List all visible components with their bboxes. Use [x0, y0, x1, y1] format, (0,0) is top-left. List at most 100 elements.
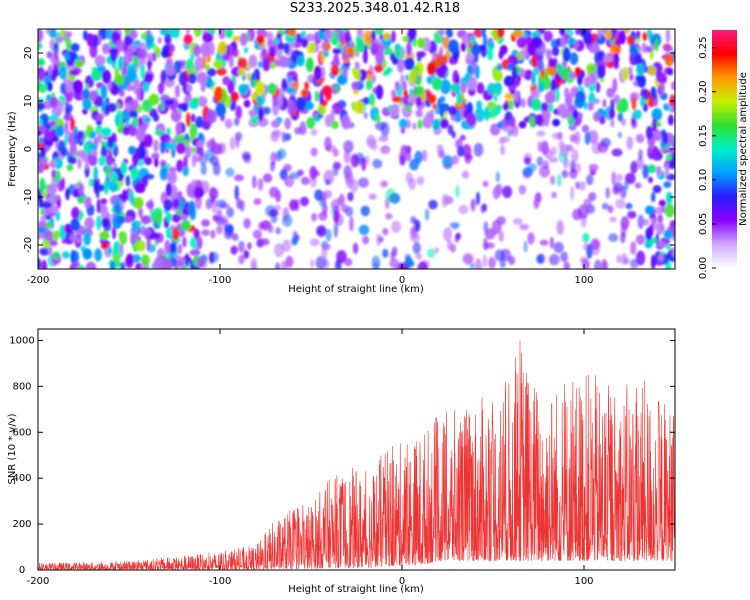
spectrogram-cell [234, 185, 239, 201]
spectrogram-cell [544, 114, 550, 127]
spectrogram-cell [166, 142, 177, 150]
spectrogram-cell [129, 29, 138, 40]
snr-x-ticks: -200 -100 0 100 [27, 329, 594, 587]
spectrogram-cell [118, 56, 124, 71]
spectrogram-cell [125, 175, 131, 187]
spectrogram-cell [200, 82, 206, 92]
snr-frame [37, 328, 676, 571]
spectrogram-cell [52, 135, 59, 142]
spectrogram-cell [427, 61, 436, 76]
spectrogram-cell [465, 51, 474, 65]
spectrogram-cell [638, 148, 643, 160]
spectrogram-cell [218, 41, 227, 56]
colorbar-tick-label: 0.05 [698, 213, 709, 235]
spectrogram-cell [316, 225, 327, 238]
spectrogram-cell [470, 44, 481, 56]
spectrogram-cell [410, 233, 421, 243]
spectrogram-cell [88, 90, 98, 101]
spectrogram-cell [344, 171, 354, 184]
spectrogram-cell [473, 142, 484, 157]
spectrogram-cell [659, 82, 665, 95]
spectrogram-cell [605, 187, 610, 199]
spectrogram-cell [411, 226, 416, 236]
spectrogram-cell [658, 199, 667, 207]
spectrogram-cell [325, 178, 331, 186]
spectrogram-cell [360, 205, 370, 217]
spectrogram-cell [147, 60, 153, 67]
spectrogram-cell [155, 210, 163, 226]
spectrogram-cell [442, 155, 453, 169]
spectrogram-cell [541, 140, 549, 155]
snr-x-tick-label: 100 [574, 576, 593, 587]
spectrogram-cell [494, 70, 503, 82]
spectrogram-cell [190, 113, 196, 123]
spectrogram-cell [89, 131, 96, 139]
spectrogram-cell [459, 82, 467, 94]
spectrogram-cell [233, 174, 245, 182]
spectrogram-cell [503, 75, 515, 87]
spectrogram-cell [146, 236, 151, 252]
spectrogram-cell [405, 104, 411, 113]
spectrogram-cell [446, 29, 452, 39]
spectrogram-cell [630, 161, 638, 174]
spectrogram-cell [352, 242, 359, 254]
spectrogram-cell [484, 242, 495, 249]
spectrogram-cell [196, 256, 205, 268]
spectrogram-cell [498, 137, 505, 145]
spectrogram-cell [514, 90, 519, 103]
spectrogram-cell [562, 157, 570, 169]
spectrogram-cell [571, 149, 579, 163]
spectrogram-cell [40, 215, 46, 224]
spectrogram-cell [51, 169, 57, 179]
spectrogram-cell [495, 171, 500, 183]
spectrogram-cell [574, 94, 585, 109]
spectrogram-cell [496, 216, 506, 226]
spectrogram-cell [642, 32, 648, 41]
spectrogram-cell [183, 34, 193, 45]
spectrogram-cell [523, 156, 532, 165]
spectrogram-cell [668, 114, 674, 126]
spectrogram-cell [183, 156, 188, 168]
spectrogram-cell [396, 58, 405, 73]
spectrogram-cell [581, 124, 590, 133]
spectrogram-cell [216, 225, 223, 235]
spectrogram-cell [333, 37, 338, 46]
spectrogram-cell [149, 108, 158, 118]
spectrogram-cell [482, 254, 487, 268]
spectrogram-cell [597, 142, 609, 154]
spectrogram-cell [426, 248, 436, 258]
spectrogram-cell [534, 114, 544, 126]
spectrogram-cell [71, 52, 78, 60]
spectrogram-cell [300, 89, 309, 98]
spectrogram-cell [169, 242, 177, 254]
spectrogram-cell [277, 93, 283, 108]
spectrogram-cell [74, 59, 84, 68]
spectrogram-cell [557, 103, 567, 117]
spectrogram-cell [499, 44, 508, 55]
spectrogram-cell [400, 144, 408, 157]
spectrogram-cell [133, 197, 144, 209]
spectrogram-cell [605, 29, 612, 41]
spectrogram-cell [667, 67, 674, 76]
spectrogram-cell [317, 31, 326, 40]
spectrogram-cell [651, 108, 663, 121]
spectrogram-cell [243, 249, 249, 259]
spectrogram-cell [363, 30, 373, 45]
spectrogram-cell [588, 192, 597, 202]
spectrogram-cell [361, 156, 367, 172]
spectrogram-cell [406, 42, 412, 56]
spectrogram-cell [271, 120, 281, 128]
spectrogram-cell [238, 254, 245, 265]
spectrogram-cell [518, 184, 527, 195]
spectrogram-cell [177, 191, 183, 201]
snr-x-axis-label: Height of straight line (km) [288, 584, 424, 595]
spectrogram-cell [93, 179, 98, 194]
spectrogram-cell [513, 30, 524, 38]
spectrogram-cell [539, 239, 549, 246]
spectrogram-cell [296, 54, 305, 67]
spectrogram-cell [627, 66, 633, 75]
spectrogram-cell [205, 198, 213, 210]
spectrogram-cell [552, 118, 561, 127]
spectrogram-cell [466, 73, 471, 82]
spectrogram-cell [550, 175, 556, 185]
